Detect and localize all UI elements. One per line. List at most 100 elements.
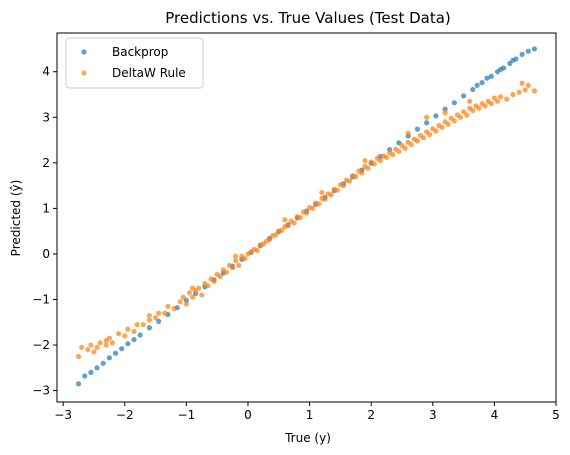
point-series-0-7 xyxy=(119,346,125,352)
point-series-1-135 xyxy=(405,130,411,136)
point-series-0-53 xyxy=(519,51,525,58)
x-tick-label-6: 3 xyxy=(429,408,437,422)
point-series-1-113 xyxy=(457,114,464,120)
y-tick-label-6: 3 xyxy=(42,110,50,124)
point-series-1-123 xyxy=(488,101,494,107)
point-series-1-59 xyxy=(291,220,297,226)
point-series-1-53 xyxy=(273,232,279,238)
point-series-1-47 xyxy=(254,247,260,253)
y-tick-label-2: −1 xyxy=(32,293,50,307)
point-series-1-93 xyxy=(396,148,402,155)
point-series-1-65 xyxy=(310,205,316,211)
point-series-1-20 xyxy=(165,303,171,309)
point-series-1-127 xyxy=(504,96,510,102)
point-series-1-107 xyxy=(439,124,445,130)
point-series-1-144 xyxy=(467,98,473,104)
point-series-1-13 xyxy=(131,328,137,334)
point-series-1-133 xyxy=(519,80,525,86)
point-series-1-143 xyxy=(424,114,430,120)
point-series-0-46 xyxy=(470,86,476,93)
point-series-1-81 xyxy=(359,170,365,176)
y-ticks: −3 −2 −1 0 1 2 3 4 xyxy=(32,65,57,398)
point-series-1-41 xyxy=(236,262,242,268)
point-series-1-73 xyxy=(334,187,340,193)
y-tick-label-7: 4 xyxy=(42,65,50,79)
point-series-0-8 xyxy=(125,341,131,347)
point-series-1-117 xyxy=(470,107,476,114)
point-series-1-75 xyxy=(340,183,347,189)
x-ticks: −3 −2 −1 0 1 2 3 4 5 xyxy=(54,402,560,422)
point-series-1-130 xyxy=(522,87,528,93)
point-series-1-141 xyxy=(146,312,153,319)
point-series-1-4 xyxy=(91,349,97,355)
x-tick-label-5: 2 xyxy=(367,408,375,422)
point-series-1-19 xyxy=(162,310,168,316)
x-axis-label: True (y) xyxy=(284,431,331,445)
point-series-0-10 xyxy=(137,332,143,338)
legend-label-deltaw: DeltaW Rule xyxy=(112,66,186,80)
point-series-1-137 xyxy=(319,189,325,196)
chart-title: Predictions vs. True Values (Test Data) xyxy=(165,9,451,27)
y-tick-label-4: 1 xyxy=(42,201,50,215)
point-series-1-33 xyxy=(211,278,217,284)
x-tick-label-4: 1 xyxy=(306,408,314,422)
x-tick-label-3: 0 xyxy=(244,408,252,422)
point-series-1-31 xyxy=(205,283,211,289)
points-layer xyxy=(75,46,538,387)
point-series-0-44 xyxy=(451,100,457,106)
point-series-0-0 xyxy=(75,381,82,387)
plot-frame xyxy=(56,32,557,403)
point-series-1-17 xyxy=(152,315,159,321)
point-series-1-69 xyxy=(322,196,328,202)
point-series-1-87 xyxy=(377,157,384,164)
y-tick-label-1: −2 xyxy=(32,338,50,352)
point-series-1-139 xyxy=(233,253,239,259)
point-series-0-56 xyxy=(474,82,480,88)
x-tick-label-0: −3 xyxy=(54,408,72,422)
point-series-1-63 xyxy=(303,210,310,216)
point-series-1-105 xyxy=(433,128,439,134)
x-tick-label-8: 5 xyxy=(552,408,560,422)
point-series-1-97 xyxy=(408,142,414,148)
point-series-1-40 xyxy=(233,258,239,264)
point-series-1-136 xyxy=(362,157,368,164)
point-series-0-58 xyxy=(497,66,504,73)
point-series-1-119 xyxy=(476,105,482,111)
point-series-1-26 xyxy=(189,294,196,300)
legend-marker-backprop xyxy=(81,49,87,55)
point-series-0-40 xyxy=(414,126,420,132)
point-series-1-29 xyxy=(199,292,205,298)
point-series-0-4 xyxy=(100,360,106,366)
point-series-1-95 xyxy=(402,145,408,151)
point-series-0-47 xyxy=(479,80,485,86)
point-series-0-5 xyxy=(106,355,112,361)
point-series-0-6 xyxy=(112,350,119,356)
point-series-1-10 xyxy=(116,331,122,337)
point-series-0-55 xyxy=(531,46,538,52)
point-series-0-41 xyxy=(424,120,430,126)
point-series-1-28 xyxy=(196,285,202,291)
point-series-1-140 xyxy=(189,285,196,291)
point-series-1-131 xyxy=(531,88,538,94)
point-series-0-48 xyxy=(488,73,494,79)
point-series-1-5 xyxy=(94,344,100,350)
point-series-1-121 xyxy=(482,103,488,109)
legend-marker-deltaw xyxy=(81,70,87,76)
point-series-1-0 xyxy=(75,353,82,360)
legend: Backprop DeltaW Rule xyxy=(65,37,204,89)
point-series-1-61 xyxy=(297,214,303,221)
point-series-1-57 xyxy=(285,223,291,229)
point-series-1-1 xyxy=(79,344,85,350)
point-series-1-109 xyxy=(445,121,451,127)
point-series-1-101 xyxy=(420,135,427,141)
point-series-0-43 xyxy=(442,106,448,112)
point-series-1-18 xyxy=(156,310,162,316)
point-series-1-16 xyxy=(146,317,153,323)
point-series-0-59 xyxy=(510,57,516,63)
point-series-0-9 xyxy=(131,336,137,343)
point-series-1-6 xyxy=(97,340,103,346)
point-series-1-15 xyxy=(140,321,146,328)
point-series-1-77 xyxy=(347,178,353,184)
legend-label-backprop: Backprop xyxy=(112,45,168,59)
